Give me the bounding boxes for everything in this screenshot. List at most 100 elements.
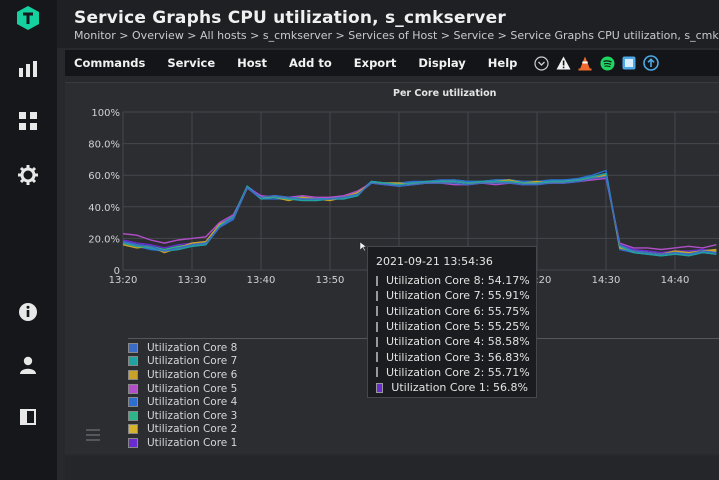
tooltip-row: Utilization Core 6: 55.75%: [376, 304, 530, 319]
x-tick-label: 13:20: [109, 275, 138, 286]
legend-item[interactable]: Utilization Core 2: [128, 423, 237, 437]
legend-item[interactable]: Utilization Core 8: [128, 341, 237, 355]
graph-title: Per Core utilization: [393, 88, 497, 99]
checkmk-logo-icon[interactable]: [14, 4, 42, 32]
legend-item[interactable]: Utilization Core 7: [128, 355, 237, 369]
info-icon[interactable]: [14, 298, 42, 326]
menu-service[interactable]: Service: [167, 56, 216, 70]
spotify-icon[interactable]: [599, 55, 615, 71]
tooltip-row: Utilization Core 1: 56.8%: [376, 380, 528, 395]
page-header: Service Graphs CPU utilization, s_cmkser…: [57, 0, 719, 48]
tooltip-timestamp: 2021-09-21 13:54:36: [376, 255, 493, 268]
dashboard-grid-icon[interactable]: [14, 107, 42, 135]
legend-swatch: [128, 424, 138, 435]
legend-item[interactable]: Utilization Core 4: [128, 395, 237, 409]
legend-label: Utilization Core 1: [147, 436, 238, 449]
legend-swatch: [128, 383, 138, 394]
x-tick-label: 14:30: [592, 275, 621, 286]
main-area: Service Graphs CPU utilization, s_cmkser…: [57, 0, 719, 480]
warning-icon[interactable]: [555, 55, 571, 71]
menu-commands[interactable]: Commands: [74, 56, 146, 70]
graph-options-icon[interactable]: [86, 429, 100, 444]
menubar: Commands Service Host Add to Export Disp…: [65, 50, 719, 76]
legend-label: Utilization Core 8: [147, 341, 238, 354]
series-line[interactable]: [122, 176, 717, 255]
y-tick-label: 60.0%: [88, 171, 120, 182]
legend-label: Utilization Core 7: [147, 355, 238, 368]
arrow-up-circle-icon[interactable]: [643, 55, 660, 71]
tooltip-value: Utilization Core 4: 58.58%: [386, 335, 530, 349]
tooltip-row: Utilization Core 4: 58.58%: [376, 334, 530, 349]
menu-help[interactable]: Help: [487, 56, 518, 70]
tooltip-row: Utilization Core 7: 55.91%: [376, 288, 530, 303]
legend-label: Utilization Core 2: [147, 423, 238, 436]
x-tick-label: 13:40: [247, 275, 276, 286]
series-line[interactable]: [122, 174, 717, 255]
y-tick-label: 0: [114, 266, 120, 277]
legend-swatch: [128, 397, 138, 408]
cone-icon[interactable]: [577, 55, 593, 71]
legend: Utilization Core 8 Utilization Core 7 Ut…: [128, 341, 237, 450]
breadcrumb[interactable]: Monitor > Overview > All hosts > s_cmkse…: [74, 29, 719, 42]
sidebar-toggle-icon[interactable]: [14, 403, 42, 431]
series-line[interactable]: [122, 172, 717, 257]
square-icon[interactable]: [621, 55, 637, 71]
tooltip-value: Utilization Core 3: 56.83%: [386, 350, 530, 364]
tooltip-swatch: [376, 321, 378, 332]
tooltip-row: Utilization Core 3: 56.83%: [376, 349, 530, 364]
bottom-strip: [65, 456, 719, 480]
tooltip-swatch: [376, 290, 378, 301]
tooltip-swatch: [376, 382, 384, 393]
menu-display[interactable]: Display: [418, 56, 466, 70]
y-tick-label: 40.0%: [88, 203, 120, 214]
series-line[interactable]: [122, 172, 717, 255]
tooltip-swatch: [376, 352, 378, 363]
tooltip-value: Utilization Core 2: 55.71%: [386, 365, 530, 379]
page-title: Service Graphs CPU utilization, s_cmkser…: [74, 8, 506, 28]
user-icon[interactable]: [14, 351, 42, 379]
menu-host[interactable]: Host: [237, 56, 268, 70]
legend-item[interactable]: Utilization Core 6: [128, 368, 237, 382]
y-tick-label: 80.0%: [88, 140, 120, 151]
x-tick-label: 13:50: [316, 275, 345, 286]
legend-item[interactable]: Utilization Core 3: [128, 409, 237, 423]
legend-swatch: [128, 356, 138, 367]
legend-label: Utilization Core 5: [147, 382, 238, 395]
legend-swatch: [128, 437, 138, 448]
legend-label: Utilization Core 6: [147, 368, 238, 381]
gear-icon[interactable]: [14, 161, 42, 189]
menu-export[interactable]: Export: [353, 56, 397, 70]
tooltip-row: Utilization Core 2: 55.71%: [376, 365, 530, 380]
tooltip-value: Utilization Core 5: 55.25%: [386, 320, 530, 334]
legend-label: Utilization Core 4: [147, 396, 238, 409]
graph-tooltip: 2021-09-21 13:54:36 Utilization Core 8: …: [367, 246, 537, 398]
x-tick-label: 13:30: [178, 275, 207, 286]
x-tick-label: 14:40: [661, 275, 690, 286]
y-tick-label: 100%: [91, 108, 120, 119]
tooltip-value: Utilization Core 6: 55.75%: [386, 304, 530, 318]
tooltip-swatch: [376, 336, 378, 347]
tooltip-row: Utilization Core 8: 54.17%: [376, 273, 530, 288]
tooltip-value: Utilization Core 1: 56.8%: [391, 381, 528, 395]
legend-label: Utilization Core 3: [147, 409, 238, 422]
x-tick-label: 14:20: [523, 275, 552, 286]
legend-item[interactable]: Utilization Core 5: [128, 382, 237, 396]
y-tick-label: 20.0%: [88, 234, 120, 245]
legend-item[interactable]: Utilization Core 1: [128, 436, 237, 450]
tooltip-value: Utilization Core 7: 55.91%: [386, 289, 530, 303]
tooltip-swatch: [376, 367, 378, 378]
legend-swatch: [128, 410, 138, 421]
sidebar: [0, 0, 57, 480]
legend-swatch: [128, 342, 138, 353]
mouse-cursor: [359, 241, 368, 252]
per-core-utilization-chart[interactable]: 100% 80.0% 60.0% 40.0% 20.0% 013:20 13:30 13:40…: [57, 95, 719, 295]
tooltip-swatch: [376, 306, 378, 317]
legend-swatch: [128, 369, 138, 380]
series-line[interactable]: [122, 174, 717, 255]
menu-add-to[interactable]: Add to: [289, 56, 332, 70]
monitor-bars-icon[interactable]: [14, 55, 42, 83]
chevron-circle-icon[interactable]: [533, 55, 549, 71]
tooltip-value: Utilization Core 8: 54.17%: [386, 274, 530, 288]
tooltip-swatch: [376, 275, 378, 286]
series-line[interactable]: [122, 174, 717, 254]
